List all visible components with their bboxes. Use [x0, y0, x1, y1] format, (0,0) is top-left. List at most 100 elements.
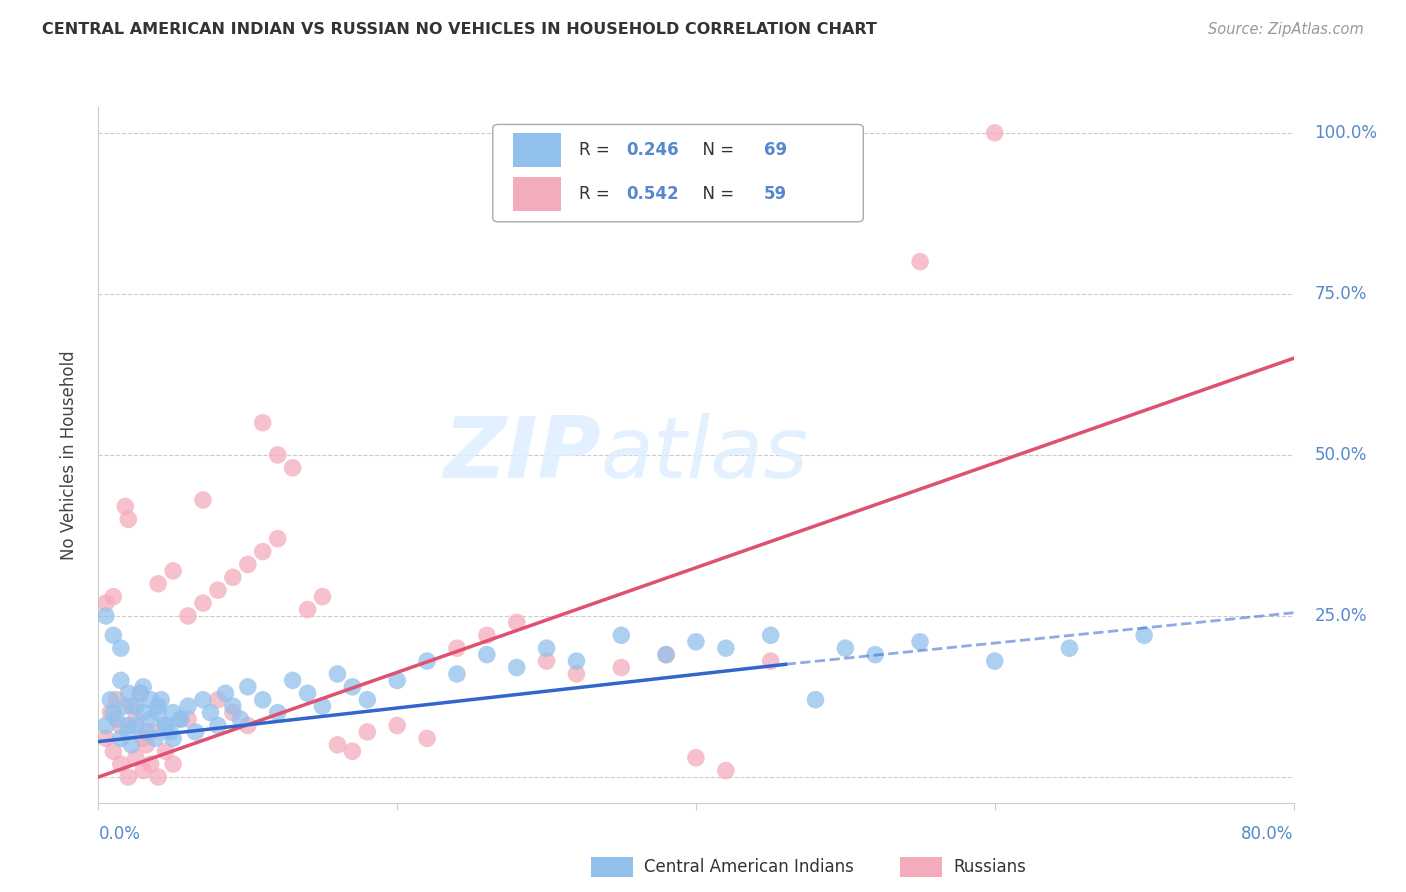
Point: [506, 660, 529, 674]
Point: [685, 750, 707, 764]
Point: [129, 686, 152, 700]
Point: [222, 570, 245, 584]
Point: [207, 583, 229, 598]
Point: [297, 602, 319, 616]
Bar: [513, 134, 561, 167]
Point: [117, 512, 139, 526]
Text: Central American Indians: Central American Indians: [644, 858, 853, 876]
Point: [114, 699, 136, 714]
Point: [125, 750, 148, 764]
Point: [714, 641, 737, 656]
Point: [162, 706, 184, 720]
Point: [117, 718, 139, 732]
Point: [565, 654, 588, 668]
Point: [342, 680, 364, 694]
Point: [125, 712, 148, 726]
Bar: [513, 178, 561, 211]
Point: [908, 634, 931, 648]
Point: [129, 686, 152, 700]
Point: [148, 770, 170, 784]
Point: [714, 764, 737, 778]
Point: [446, 667, 468, 681]
Point: [536, 641, 558, 656]
Point: [983, 654, 1005, 668]
Point: [98, 706, 122, 720]
Point: [169, 712, 191, 726]
Point: [229, 712, 252, 726]
Text: R =: R =: [579, 141, 614, 159]
Point: [281, 673, 304, 688]
Point: [139, 712, 162, 726]
Point: [610, 628, 633, 642]
Text: Russians: Russians: [953, 858, 1026, 876]
Point: [610, 660, 633, 674]
Point: [506, 615, 529, 630]
Point: [98, 692, 122, 706]
Point: [162, 731, 184, 746]
Point: [252, 416, 274, 430]
Text: ZIP: ZIP: [443, 413, 600, 497]
Point: [252, 544, 274, 558]
Point: [155, 744, 177, 758]
Point: [222, 699, 245, 714]
Point: [139, 725, 162, 739]
Point: [125, 718, 148, 732]
Point: [356, 692, 378, 706]
Point: [655, 648, 678, 662]
Point: [94, 596, 117, 610]
Point: [311, 590, 333, 604]
Point: [117, 686, 139, 700]
Point: [105, 712, 128, 726]
Text: N =: N =: [692, 141, 740, 159]
Point: [125, 699, 148, 714]
Point: [311, 699, 333, 714]
Point: [475, 648, 498, 662]
Point: [150, 692, 173, 706]
Point: [267, 532, 290, 546]
Point: [267, 706, 290, 720]
Text: 0.246: 0.246: [627, 141, 679, 159]
Text: Source: ZipAtlas.com: Source: ZipAtlas.com: [1208, 22, 1364, 37]
Point: [655, 648, 678, 662]
Text: N =: N =: [692, 185, 740, 203]
Point: [184, 725, 207, 739]
Point: [385, 673, 409, 688]
Point: [191, 493, 214, 508]
Text: 25.0%: 25.0%: [1315, 607, 1367, 625]
Point: [169, 712, 191, 726]
Point: [103, 590, 125, 604]
Text: R =: R =: [579, 185, 614, 203]
Point: [110, 641, 132, 656]
FancyBboxPatch shape: [494, 124, 863, 222]
Point: [110, 757, 132, 772]
Point: [148, 576, 170, 591]
Point: [759, 654, 782, 668]
Text: CENTRAL AMERICAN INDIAN VS RUSSIAN NO VEHICLES IN HOUSEHOLD CORRELATION CHART: CENTRAL AMERICAN INDIAN VS RUSSIAN NO VE…: [42, 22, 877, 37]
Point: [114, 500, 136, 514]
Point: [200, 706, 222, 720]
Text: 69: 69: [763, 141, 787, 159]
Point: [177, 699, 200, 714]
Point: [148, 699, 170, 714]
Point: [834, 641, 856, 656]
Point: [297, 686, 319, 700]
Point: [983, 126, 1005, 140]
Point: [536, 654, 558, 668]
Point: [94, 731, 117, 746]
Text: 50.0%: 50.0%: [1315, 446, 1367, 464]
Point: [103, 628, 125, 642]
Point: [236, 680, 259, 694]
Text: 75.0%: 75.0%: [1315, 285, 1367, 303]
Point: [342, 744, 364, 758]
Point: [804, 692, 827, 706]
Point: [139, 757, 162, 772]
Point: [132, 706, 155, 720]
Point: [132, 764, 155, 778]
Point: [105, 692, 128, 706]
Point: [207, 692, 229, 706]
Point: [475, 628, 498, 642]
Point: [148, 706, 170, 720]
Point: [214, 686, 236, 700]
Point: [110, 718, 132, 732]
Point: [1059, 641, 1081, 656]
